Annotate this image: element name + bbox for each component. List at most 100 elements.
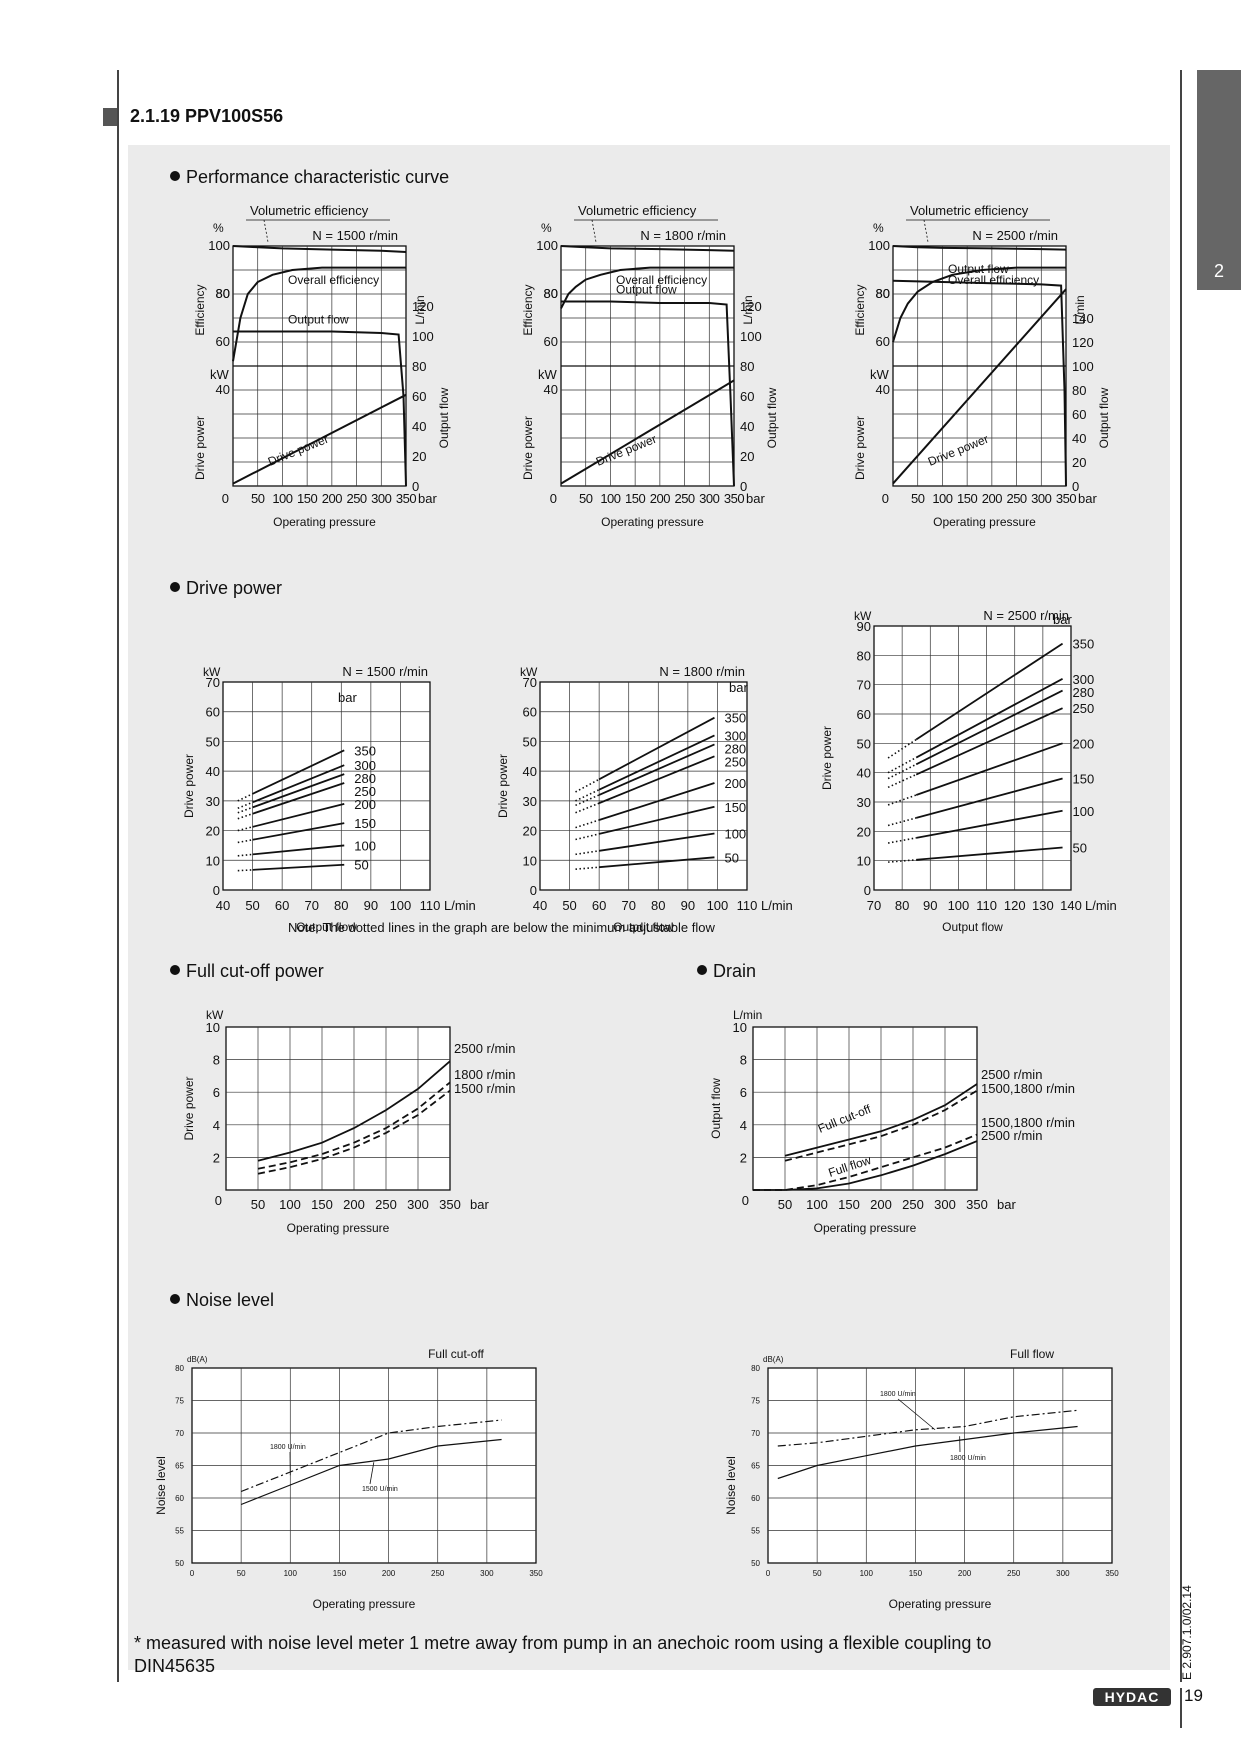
perf-flow-tick: 80 [412, 359, 426, 374]
noise-cutoff-callout-line [369, 1462, 375, 1485]
perf-power-unit: kW [538, 367, 558, 382]
drive-x-unit: L/min [1085, 898, 1117, 913]
chart-noise-full-flow: dB(A) 50 55 60 65 70 75 80 0 50 100 150 200 250 300 350… [724, 1347, 1119, 1611]
perf-x-unit: bar [1078, 491, 1097, 506]
drive-y-label: Drive power [182, 754, 196, 818]
drive-series-label: 100 [354, 838, 376, 853]
perf-series-line [232, 393, 407, 485]
drive-x-unit: L/min [444, 898, 476, 913]
drain-y-tick: 10 [733, 1020, 747, 1035]
drive-series-line [252, 749, 345, 795]
perf-eff-unit: % [213, 221, 224, 235]
drive-series-line [916, 809, 1063, 839]
drive-pressure-unit: bar [1053, 612, 1072, 627]
drive-series-line [252, 844, 345, 856]
drive-series-label: 100 [724, 827, 746, 842]
cutoff-y-label: Drive power [182, 1076, 196, 1140]
noise-flow-callout-line [897, 1398, 936, 1431]
drain-y-tick: 6 [740, 1085, 747, 1100]
perf-origin-label: 0 [550, 491, 557, 506]
drive-x-tick: 140 [1060, 898, 1082, 913]
cutoff-y-tick: 6 [213, 1085, 220, 1100]
drive-series-line [252, 802, 345, 828]
noise-cutoff-x-tick: 150 [333, 1569, 347, 1578]
drive-series-dotted [888, 858, 917, 863]
cutoff-x-tick: 250 [375, 1197, 397, 1212]
cutoff-series-line [257, 1081, 451, 1170]
drive-x-tick: 110 [420, 898, 441, 913]
perf-flow-unit: L/min [1073, 295, 1087, 324]
noise-cutoff-x-tick: 100 [284, 1569, 298, 1578]
perf-speed-label: N = 2500 r/min [972, 228, 1058, 243]
perf-speed-label: N = 1500 r/min [312, 228, 398, 243]
perf-flow-tick: 80 [740, 359, 754, 374]
perf-x-tick: 350 [396, 491, 416, 506]
drive-series-label: 280 [1073, 685, 1095, 700]
drain-series-label: 2500 r/min [981, 1128, 1042, 1143]
drive-series-label: 50 [724, 850, 738, 865]
drive-series-label: 200 [354, 797, 376, 812]
drive-y-tick: 80 [857, 648, 871, 663]
dotted-line-note: Note: The dotted lines in the graph are … [288, 920, 715, 935]
perf-x-tick: 250 [674, 491, 694, 506]
perf-power-label: Drive power [521, 416, 535, 480]
noise-flow-series-label: 1800 U/min [880, 1391, 916, 1398]
noise-cutoff-x-tick: 300 [480, 1569, 494, 1578]
drive-y-tick: 20 [857, 824, 871, 839]
drain-y-label: Output flow [709, 1078, 723, 1139]
chapter-tab: 2 [1197, 70, 1241, 290]
bullet-icon [170, 965, 180, 975]
drive-y-tick: 70 [206, 675, 220, 690]
cutoff-plot-area [225, 1026, 451, 1191]
cutoff-x-tick: 300 [407, 1197, 429, 1212]
drive-series-dotted [237, 838, 253, 844]
noise-flow-x-tick: 0 [766, 1569, 771, 1578]
drive-y-tick: 40 [857, 766, 871, 781]
noise-cutoff-y-unit: dB(A) [187, 1355, 208, 1364]
perf-flow-tick: 120 [740, 299, 762, 314]
perf-power-tick: 80 [544, 286, 558, 301]
drive-x-tick: 100 [948, 898, 970, 913]
drive-x-unit: L/min [761, 898, 793, 913]
drain-series-line [753, 1140, 978, 1191]
drain-y-tick: 2 [740, 1150, 747, 1165]
perf-series-line [232, 266, 406, 362]
perf-eff-tick: 60 [876, 334, 890, 349]
perf-flow-tick: 120 [1072, 335, 1094, 350]
perf-x-tick: 100 [272, 491, 292, 506]
drive-series-label: 200 [724, 776, 746, 791]
right-margin-rule [1180, 70, 1182, 1682]
drive-y-unit: kW [854, 609, 872, 623]
chart-noise-full-cutoff: dB(A) 50 55 60 65 70 75 80 0 50 100 150 200 250 300 350… [154, 1347, 543, 1611]
perf-speed-label: N = 1800 r/min [640, 228, 726, 243]
drive-series-label: 250 [354, 784, 376, 799]
drive-series-line [598, 734, 715, 791]
drive-y-unit: kW [203, 665, 221, 679]
drive-speed-label: N = 1500 r/min [342, 664, 428, 679]
noise-flow-y-unit: dB(A) [763, 1355, 784, 1364]
drain-y-tick: 4 [740, 1118, 747, 1133]
drive-x-tick: 70 [304, 898, 318, 913]
drive-y-label: Drive power [496, 754, 510, 818]
perf-flow-tick: 60 [740, 389, 754, 404]
drive-y-tick: 0 [864, 883, 871, 898]
bullet-icon [170, 171, 180, 181]
drive-y-label: Drive power [820, 726, 834, 790]
perf-eff-tick: 80 [216, 286, 230, 301]
drive-series-dotted [575, 794, 600, 807]
drive-series-dotted [575, 778, 600, 793]
drive-y-tick: 0 [213, 883, 220, 898]
noise-cutoff-y-tick: 75 [175, 1397, 184, 1406]
perf-x-tick: 150 [625, 491, 645, 506]
cutoff-series-line [257, 1089, 451, 1175]
heading-noise: Noise level [170, 1290, 274, 1311]
drive-x-tick: 70 [867, 898, 881, 913]
perf-eff-label: Efficiency [193, 284, 207, 335]
drain-series-label: 1500,1800 r/min [981, 1115, 1075, 1130]
noise-cutoff-series-label: 1500 U/min [362, 1486, 398, 1493]
perf-flow-tick: 40 [740, 419, 754, 434]
drive-series-line [598, 755, 715, 804]
drive-x-tick: 100 [390, 898, 412, 913]
drive-series-line [915, 707, 1063, 776]
drive-speed-label: N = 2500 r/min [983, 608, 1069, 623]
